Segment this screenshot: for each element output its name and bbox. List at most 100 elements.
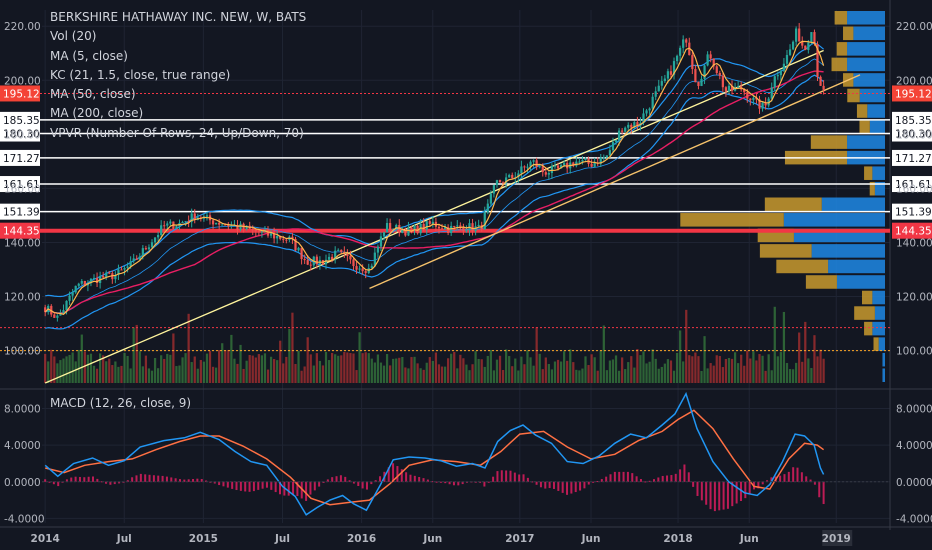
- volume-bar: [224, 350, 227, 383]
- level-label-right: 171.27: [895, 153, 932, 165]
- indicator-vol[interactable]: Vol (20): [50, 29, 97, 44]
- candle-body: [456, 225, 459, 227]
- volume-bar: [181, 357, 184, 383]
- time-axis-tick-label: Jul: [274, 533, 290, 545]
- volume-profile-up-bar: [867, 104, 885, 118]
- macd-histogram-bar: [252, 481, 255, 492]
- candle-body: [44, 307, 47, 313]
- macd-line: [44, 391, 825, 516]
- candle-body: [798, 28, 801, 42]
- macd-histogram-bar: [231, 481, 234, 489]
- level-label-left: 171.27: [3, 153, 40, 165]
- candle-body: [193, 213, 196, 221]
- candle-body: [544, 172, 547, 175]
- macd-histogram-bar: [431, 481, 434, 483]
- volume-bar: [737, 363, 740, 383]
- candle-body: [627, 124, 630, 128]
- volume-bar: [541, 369, 544, 383]
- candle-body: [462, 226, 465, 231]
- candle-body: [273, 233, 276, 239]
- candle-body: [62, 310, 65, 314]
- indicator-legend: BERKSHIRE HATHAWAY INC. NEW, W, BATS Vol…: [50, 8, 306, 143]
- volume-profile-up-bar: [847, 57, 885, 72]
- indicator-ma5[interactable]: MA (5, close): [50, 48, 128, 63]
- macd-axis-tick-label-left: -4.0000: [4, 513, 45, 525]
- volume-bar: [300, 370, 303, 383]
- volume-bar: [807, 358, 810, 383]
- macd-histogram-bar: [131, 477, 134, 482]
- volume-bar: [86, 354, 90, 383]
- macd-histogram-bar: [139, 473, 142, 482]
- volume-bar: [340, 355, 343, 383]
- candle-body: [282, 238, 285, 240]
- candle-body: [575, 161, 578, 166]
- volume-bar: [80, 334, 83, 383]
- macd-histogram-bar: [244, 481, 247, 492]
- candle-body: [672, 61, 676, 75]
- macd-histogram-bar: [587, 481, 590, 485]
- indicator-ma200[interactable]: MA (200, close): [50, 106, 144, 121]
- volume-bar: [575, 369, 578, 383]
- candle-body: [260, 231, 264, 233]
- macd-histogram-bar: [300, 481, 303, 499]
- macd-axis-tick-label: -4.0000: [896, 513, 932, 525]
- volume-bar: [633, 367, 636, 383]
- macd-histogram-bar: [661, 475, 664, 482]
- candle-body: [648, 108, 651, 111]
- candle-body: [53, 314, 56, 318]
- volume-bar: [98, 353, 102, 383]
- indicator-vpvr[interactable]: VPVR (Number Of Rows, 24, Up/Down, 70): [50, 125, 304, 140]
- candle-body: [752, 97, 755, 101]
- volume-bar: [285, 356, 288, 383]
- macd-title[interactable]: MACD (12, 26, close, 9): [50, 396, 192, 410]
- volume-bar: [599, 350, 602, 383]
- volume-profile-down-bar: [869, 181, 875, 196]
- candle-body: [132, 258, 135, 262]
- macd-histogram-bar: [739, 481, 742, 501]
- volume-bar: [816, 356, 819, 383]
- candle-body: [517, 173, 520, 178]
- macd-histogram-bar: [539, 481, 542, 488]
- volume-bar: [715, 355, 718, 383]
- volume-bar: [129, 368, 132, 383]
- candle-body: [324, 259, 328, 265]
- level-label-right: 180.30: [895, 129, 932, 141]
- macd-histogram-bar: [426, 479, 429, 482]
- indicator-kc[interactable]: KC (21, 1.5, close, true range): [50, 67, 231, 82]
- candle-body: [523, 166, 526, 168]
- candle-body: [526, 166, 529, 168]
- macd-histogram-bar: [183, 479, 186, 482]
- symbol-title[interactable]: BERKSHIRE HATHAWAY INC. NEW, W, BATS: [50, 10, 307, 24]
- macd-axis-tick-label: 4.0000: [896, 440, 932, 452]
- volume-bar: [334, 354, 337, 383]
- volume-bar: [605, 370, 608, 383]
- macd-histogram-bar: [48, 481, 51, 483]
- volume-bar: [593, 357, 596, 383]
- volume-bar: [187, 313, 190, 383]
- volume-profile-up-bar: [878, 337, 885, 351]
- volume-bar: [712, 365, 715, 383]
- macd-histogram-bar: [813, 481, 816, 485]
- candle-body: [563, 163, 566, 166]
- volume-bar: [248, 354, 251, 383]
- volume-bar: [208, 351, 212, 383]
- time-axis-tick-label: Jul: [116, 533, 132, 545]
- volume-bar: [263, 353, 267, 383]
- volume-bar: [114, 361, 117, 383]
- volume-bar: [770, 370, 773, 383]
- candle-body: [529, 161, 532, 167]
- price-axis-tick-label: 100.00: [896, 346, 932, 358]
- volume-bar: [675, 352, 679, 383]
- volume-profile-up-bar: [847, 135, 885, 149]
- macd-histogram-bar: [726, 481, 729, 509]
- volume-bar: [498, 355, 502, 383]
- candle-body: [645, 110, 648, 114]
- candle-body: [120, 269, 123, 271]
- volume-bars: [44, 306, 825, 383]
- volume-bar: [160, 355, 163, 383]
- candle-body: [608, 150, 612, 156]
- volume-bar: [291, 312, 294, 383]
- volume-bar: [199, 359, 202, 383]
- indicator-ma50[interactable]: MA (50, close): [50, 87, 136, 102]
